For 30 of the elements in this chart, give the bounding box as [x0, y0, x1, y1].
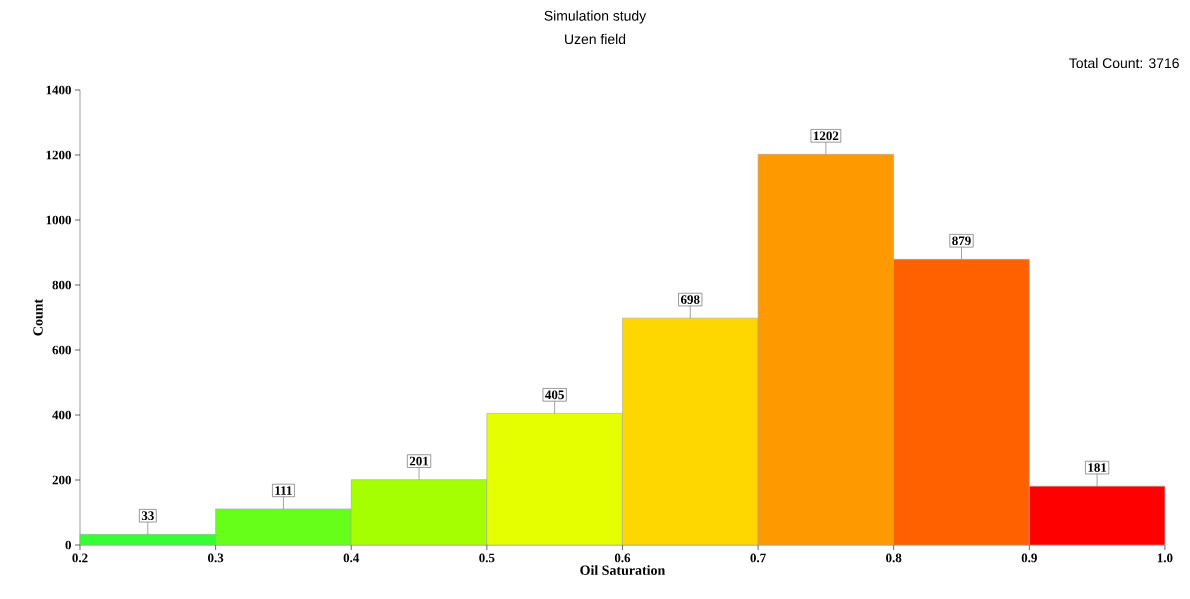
- chart-subtitle: Uzen field: [565, 33, 626, 45]
- x-tick-label: 0.9: [1021, 553, 1037, 563]
- chart-title: Simulation study: [544, 10, 647, 24]
- y-tick-label: 0: [65, 540, 71, 550]
- x-tick-label: 0.7: [750, 553, 766, 563]
- data-label: 181: [1088, 463, 1107, 472]
- data-label: 879: [952, 236, 971, 246]
- x-tick-label: 0.2: [72, 553, 88, 563]
- data-label: 201: [409, 456, 429, 466]
- data-label: 33: [141, 511, 154, 521]
- y-axis-title: Count: [33, 298, 43, 336]
- data-label: 1202: [813, 131, 839, 141]
- x-tick-label: 0.3: [208, 553, 224, 563]
- x-tick-label: 0.8: [886, 553, 902, 563]
- y-tick-label: 400: [52, 410, 71, 420]
- y-tick-label: 800: [52, 280, 71, 290]
- x-tick-label: 0.4: [343, 553, 360, 563]
- text: Total Count: 3716: [1069, 57, 1179, 69]
- data-label: 111: [275, 486, 292, 495]
- y-tick-label: 200: [52, 475, 71, 485]
- y-tick-label: 1400: [46, 85, 71, 95]
- x-tick-label: 1.0: [1157, 553, 1173, 563]
- x-tick-label: 0.5: [479, 553, 495, 563]
- data-label: 698: [680, 295, 700, 304]
- y-tick-label: 600: [52, 345, 71, 355]
- y-tick-label: 1000: [46, 215, 71, 225]
- data-label: 405: [545, 390, 564, 400]
- x-tick-label: 0.6: [614, 553, 631, 563]
- x-axis-title: Oil Saturation: [580, 565, 666, 576]
- y-tick-label: 1200: [46, 150, 71, 160]
